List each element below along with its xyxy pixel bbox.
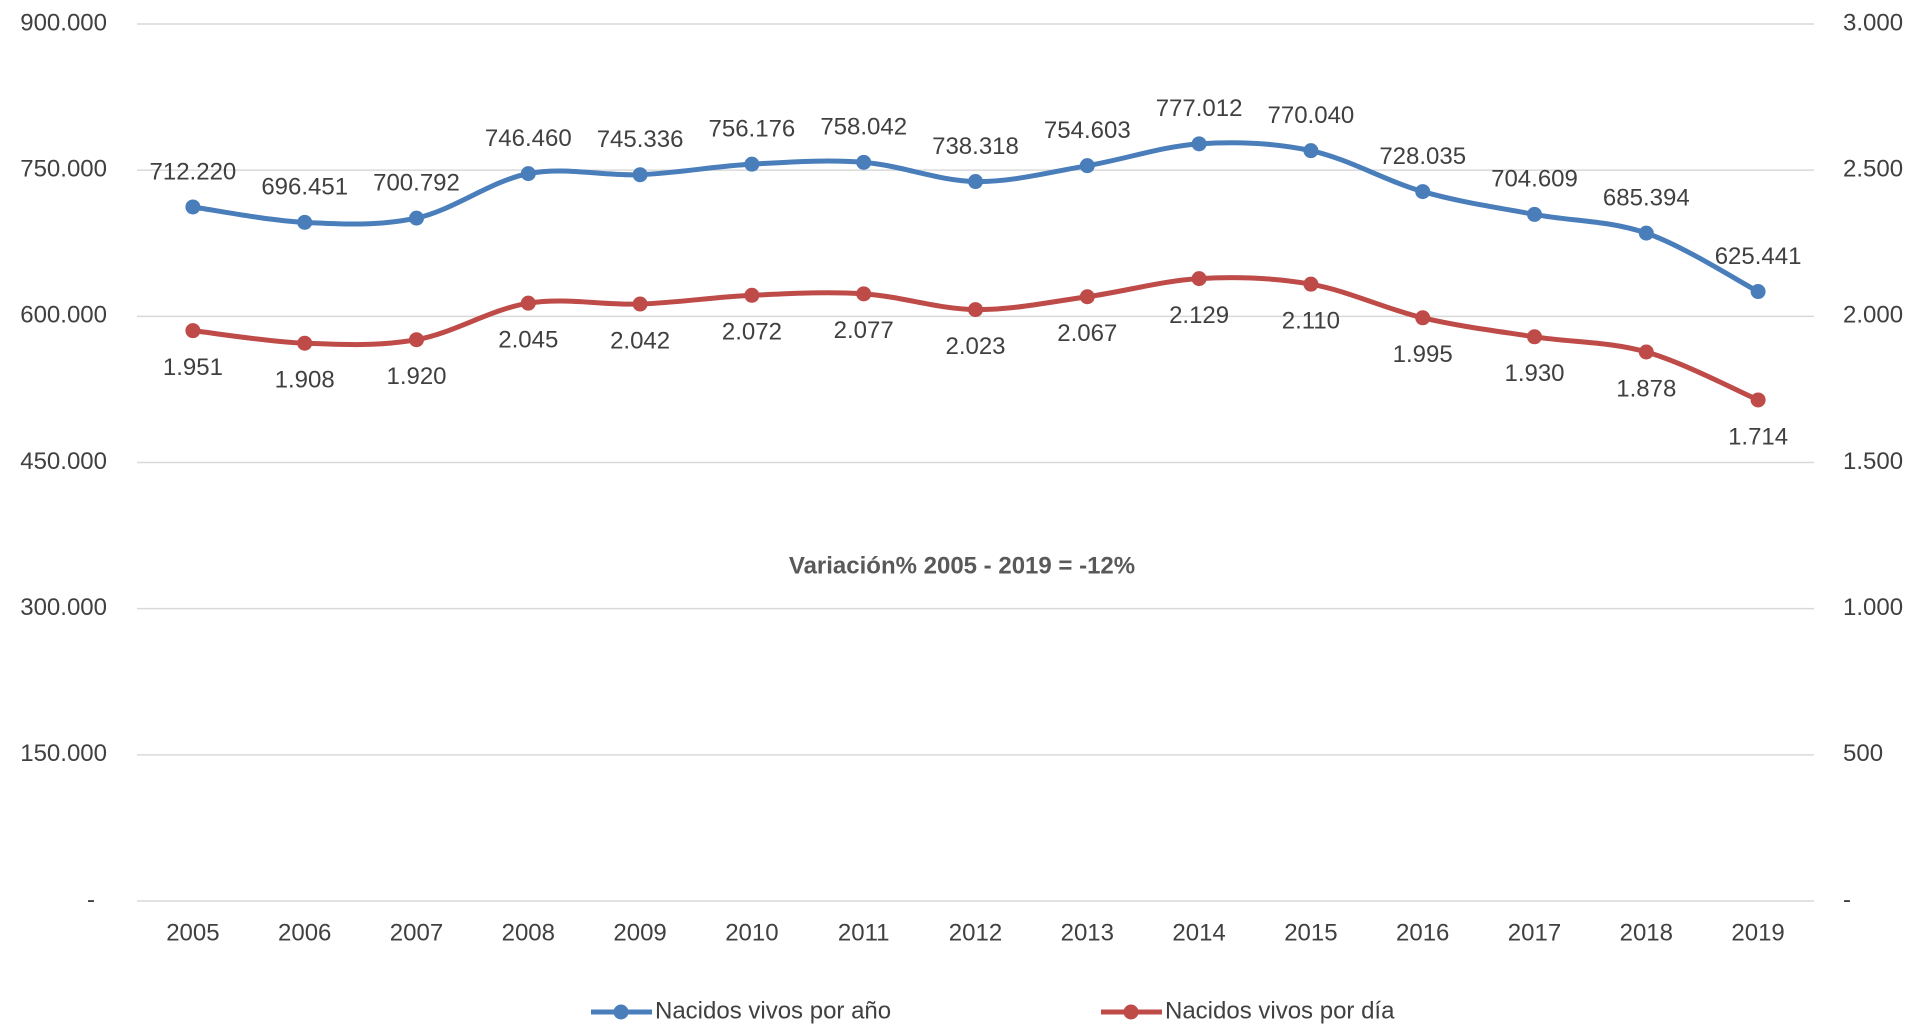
point [1303, 143, 1319, 159]
data-label: 2.072 [722, 319, 782, 346]
point [520, 295, 536, 311]
data-label: 758.042 [820, 114, 907, 141]
point [297, 214, 313, 230]
data-label: 2.067 [1057, 320, 1117, 347]
y-tick-label: 150.000 [20, 740, 107, 767]
data-label: 700.792 [373, 169, 460, 196]
point [1527, 206, 1542, 222]
data-label: 754.603 [1044, 117, 1131, 144]
point [632, 296, 648, 312]
y2-tick-label: - [1843, 886, 1851, 913]
x-tick-label: 2013 [1061, 919, 1114, 946]
data-label: 685.394 [1603, 184, 1690, 211]
x-tick-label: 2009 [613, 919, 666, 946]
data-label: 1.714 [1728, 423, 1788, 450]
y2-tick-label: 3.000 [1843, 9, 1903, 36]
data-label: 728.035 [1379, 143, 1466, 170]
point [744, 156, 760, 172]
data-label: 712.220 [150, 158, 237, 185]
y-tick-label: 750.000 [20, 156, 107, 183]
y-tick-label: 450.000 [20, 448, 107, 475]
point [1415, 310, 1431, 326]
x-tick-label: 2012 [949, 919, 1002, 946]
data-label: 1.908 [275, 367, 335, 394]
x-tick-label: 2014 [1172, 919, 1225, 946]
point [856, 154, 872, 170]
data-label: 2.045 [498, 327, 558, 354]
data-label: 1.878 [1616, 375, 1676, 402]
point [1638, 225, 1654, 241]
y2-tick-label: 2.000 [1843, 302, 1903, 329]
data-label: 2.110 [1282, 308, 1340, 335]
annotation: Variación% 2005 - 2019 = -12% [789, 552, 1135, 579]
point [968, 302, 983, 318]
point [520, 166, 536, 182]
data-label: 1.995 [1393, 341, 1453, 368]
data-label: 770.040 [1268, 102, 1355, 129]
x-tick-label: 2017 [1508, 919, 1561, 946]
y-tick-label: - [87, 886, 95, 913]
data-label: 1.920 [386, 363, 446, 390]
x-tick-label: 2018 [1620, 919, 1673, 946]
x-tick-label: 2019 [1731, 919, 1784, 946]
point [185, 199, 201, 215]
data-label: 746.460 [485, 125, 572, 152]
point [1191, 271, 1207, 287]
point [185, 323, 201, 339]
data-label: 625.441 [1715, 243, 1802, 270]
legend-marker [613, 1004, 629, 1020]
y2-tick-label: 2.500 [1843, 156, 1903, 183]
data-label: 738.318 [932, 133, 1019, 160]
legend-label: Nacidos vivos por año [655, 997, 891, 1024]
x-tick-label: 2008 [502, 919, 555, 946]
data-label: 696.451 [261, 174, 348, 201]
y2-tick-label: 500 [1843, 740, 1883, 767]
x-tick-label: 2016 [1396, 919, 1449, 946]
x-tick-label: 2005 [166, 919, 219, 946]
point [856, 286, 872, 302]
data-label: 2.077 [834, 317, 894, 344]
y2-tick-label: 1.000 [1843, 594, 1903, 621]
point [409, 210, 424, 226]
point [1415, 184, 1431, 200]
legend-marker [1123, 1004, 1139, 1020]
y-tick-label: 900.000 [20, 9, 107, 36]
data-label: 1.930 [1504, 360, 1564, 387]
data-label: 2.042 [610, 327, 670, 354]
legend-label: Nacidos vivos por día [1165, 997, 1395, 1024]
y-tick-label: 600.000 [20, 302, 107, 329]
y2-tick-label: 1.500 [1843, 448, 1903, 475]
data-label: 1.951 [163, 354, 223, 381]
data-label: 2.023 [945, 333, 1005, 360]
point [1750, 392, 1766, 408]
data-label: 2.129 [1169, 302, 1229, 329]
point [1303, 276, 1319, 292]
x-tick-label: 2007 [390, 919, 443, 946]
point [1638, 344, 1654, 360]
point [1191, 136, 1207, 152]
y-tick-label: 300.000 [20, 594, 107, 621]
data-label: 704.609 [1491, 166, 1578, 193]
data-label: 777.012 [1156, 95, 1243, 122]
point [297, 335, 313, 351]
point [1079, 289, 1095, 305]
point [1527, 329, 1542, 345]
data-label: 756.176 [709, 115, 796, 142]
point [1750, 284, 1766, 300]
point [409, 332, 424, 348]
point [968, 174, 983, 190]
data-label: 745.336 [597, 126, 684, 153]
x-tick-label: 2010 [725, 919, 778, 946]
point [632, 167, 648, 183]
point [1079, 158, 1095, 174]
point [744, 287, 760, 303]
x-tick-label: 2015 [1284, 919, 1337, 946]
x-tick-label: 2011 [838, 919, 890, 946]
x-tick-label: 2006 [278, 919, 331, 946]
